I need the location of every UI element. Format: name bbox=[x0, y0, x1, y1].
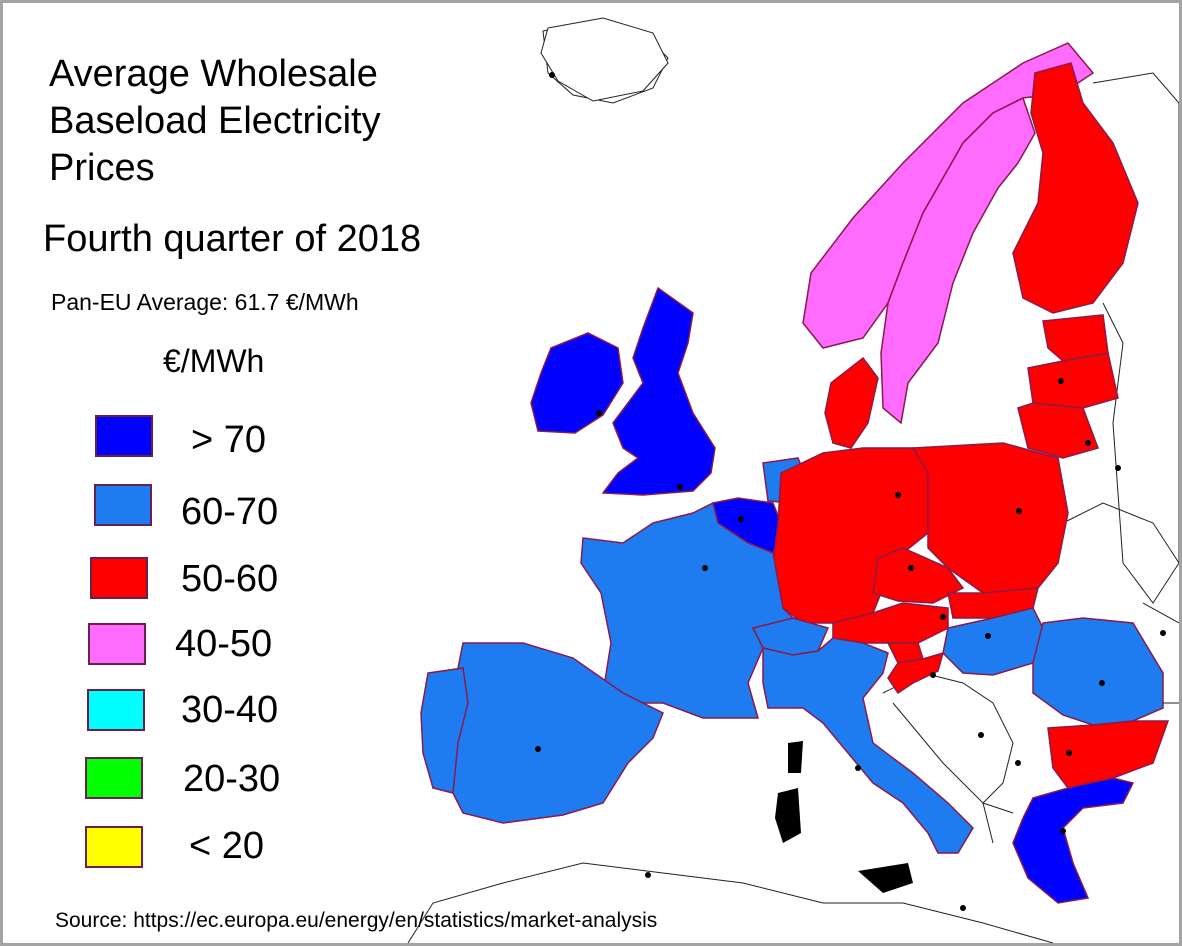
legend-swatch-5 bbox=[85, 757, 143, 799]
map-subtitle: Fourth quarter of 2018 bbox=[43, 218, 422, 260]
region-ireland bbox=[530, 332, 624, 434]
region-portugal bbox=[420, 667, 469, 794]
map-title: Average Wholesale Baseload Electricity P… bbox=[49, 53, 381, 189]
legend-unit: €/MWh bbox=[163, 343, 265, 379]
legend-label-6: < 20 bbox=[189, 825, 265, 867]
legend-label-0: > 70 bbox=[191, 419, 267, 461]
region-latvia bbox=[1027, 352, 1119, 409]
legend-label-1: 60-70 bbox=[181, 491, 279, 533]
region-romania bbox=[1032, 617, 1164, 726]
pan-eu-average: Pan-EU Average: 61.7 €/MWh bbox=[51, 289, 359, 315]
legend-label-2: 50-60 bbox=[181, 558, 279, 600]
legend-swatch-4 bbox=[87, 689, 145, 731]
legend-swatch-1 bbox=[94, 484, 152, 526]
region-corsica bbox=[788, 741, 803, 773]
legend-label-5: 20-30 bbox=[183, 758, 281, 800]
region-lithuania bbox=[1017, 402, 1099, 459]
legend-swatch-6 bbox=[85, 826, 143, 868]
region-bulgaria bbox=[1047, 720, 1170, 789]
region-croatia bbox=[887, 651, 945, 695]
region-iceland-outline bbox=[540, 17, 669, 102]
region-united-kingdom bbox=[601, 286, 716, 496]
region-sweden bbox=[880, 96, 1036, 425]
capital-dots bbox=[535, 72, 1166, 911]
region-italy bbox=[762, 637, 974, 854]
region-greece bbox=[1012, 777, 1135, 904]
region-sardinia bbox=[775, 788, 801, 843]
region-finland bbox=[1012, 62, 1139, 314]
legend-label-4: 30-40 bbox=[181, 689, 279, 731]
legend-swatch-2 bbox=[90, 557, 148, 599]
region-denmark bbox=[824, 356, 879, 449]
region-france bbox=[580, 501, 795, 719]
source-note: Source: https://ec.europa.eu/energy/en/s… bbox=[55, 909, 658, 932]
legend-swatch-0 bbox=[95, 415, 153, 457]
europe-map bbox=[407, 17, 1179, 943]
legend-swatch-3 bbox=[88, 623, 146, 665]
legend-label-3: 40-50 bbox=[175, 623, 273, 665]
region-sicily bbox=[858, 863, 913, 893]
